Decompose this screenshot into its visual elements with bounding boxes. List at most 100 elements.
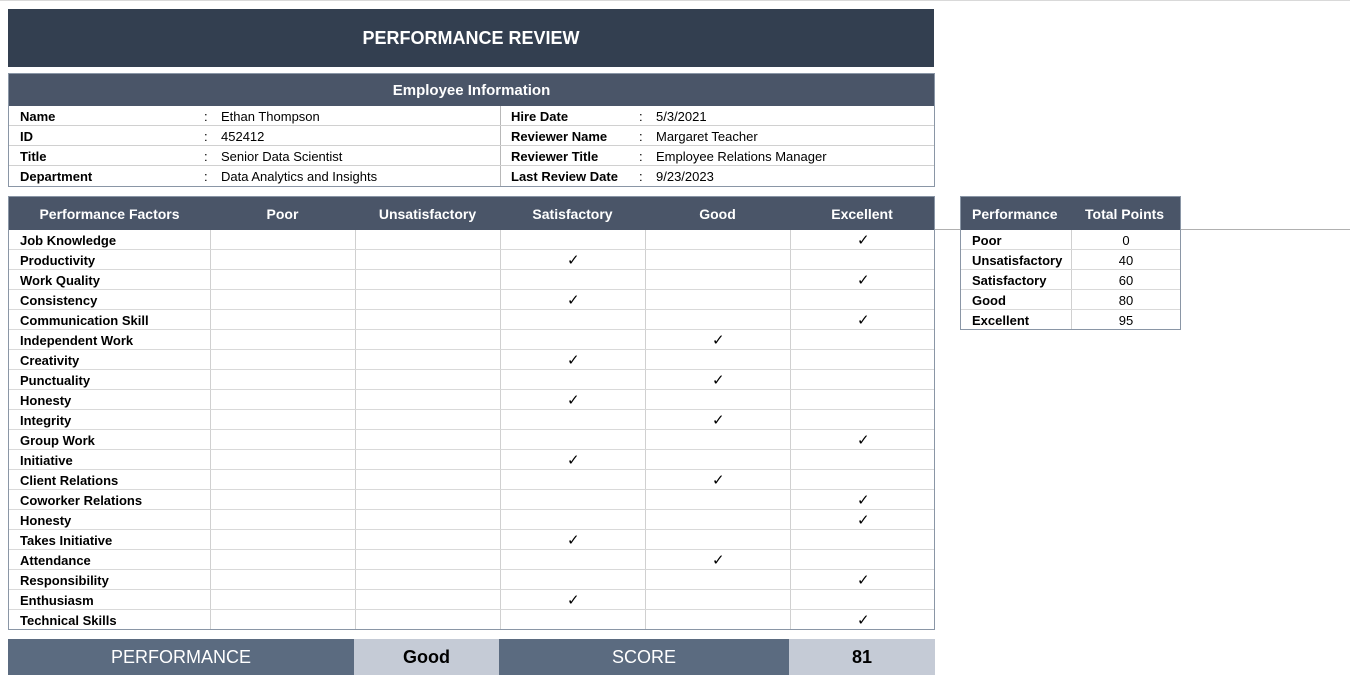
performance-factor-name: Job Knowledge — [20, 233, 117, 248]
performance-factor-name: Creativity — [20, 353, 80, 368]
rating-checkmark-icon[interactable]: ✓ — [567, 391, 580, 409]
column-header-unsatisfactory: Unsatisfactory — [378, 206, 477, 222]
rating-checkmark-icon[interactable]: ✓ — [857, 511, 870, 529]
employee-id-label: ID — [20, 129, 33, 144]
rating-checkmark-icon[interactable]: ✓ — [712, 471, 725, 489]
field-separator: : — [204, 129, 208, 144]
column-header-satisfactory: Satisfactory — [532, 206, 613, 222]
legend-performance-name: Unsatisfactory — [972, 253, 1063, 268]
performance-summary-value: Good — [354, 639, 499, 675]
rating-checkmark-icon[interactable]: ✓ — [857, 491, 870, 509]
rating-checkmark-icon[interactable]: ✓ — [567, 531, 580, 549]
employee-row: ID : 452412 Reviewer Name : Margaret Tea… — [9, 126, 934, 146]
employee-department-label: Department — [20, 169, 93, 184]
field-separator: : — [639, 129, 643, 144]
employee-row: Name : Ethan Thompson Hire Date : 5/3/20… — [9, 106, 934, 126]
reviewer-name-label: Reviewer Name — [511, 129, 608, 144]
rating-checkmark-icon[interactable]: ✓ — [712, 551, 725, 569]
table-row: Independent Work ✓ — [9, 330, 934, 350]
employee-information-section: Employee Information Name : Ethan Thomps… — [8, 73, 935, 187]
legend-column-divider — [1071, 230, 1072, 329]
employee-department-value[interactable]: Data Analytics and Insights — [221, 169, 378, 184]
rating-checkmark-icon[interactable]: ✓ — [857, 231, 870, 249]
rating-checkmark-icon[interactable]: ✓ — [857, 611, 870, 629]
field-separator: : — [204, 109, 208, 124]
rating-checkmark-icon[interactable]: ✓ — [567, 451, 580, 469]
table-row: Communication Skill ✓ — [9, 310, 934, 330]
performance-factor-name: Honesty — [20, 513, 72, 528]
legend-row: Excellent 95 — [961, 310, 1180, 330]
rating-checkmark-icon[interactable]: ✓ — [857, 431, 870, 449]
field-separator: : — [639, 149, 643, 164]
legend-performance-name: Satisfactory — [972, 273, 1047, 288]
employee-name-value[interactable]: Ethan Thompson — [221, 109, 320, 124]
table-row: Creativity ✓ — [9, 350, 934, 370]
table-row: Responsibility ✓ — [9, 570, 934, 590]
performance-factor-name: Communication Skill — [20, 313, 149, 328]
table-row: Group Work ✓ — [9, 430, 934, 450]
employee-title-label: Title — [20, 149, 47, 164]
field-separator: : — [204, 169, 208, 184]
table-row: Takes Initiative ✓ — [9, 530, 934, 550]
column-header-excellent: Excellent — [831, 206, 893, 222]
rating-checkmark-icon[interactable]: ✓ — [567, 591, 580, 609]
performance-factor-name: Integrity — [20, 413, 72, 428]
employee-id-value[interactable]: 452412 — [221, 129, 265, 144]
performance-factor-name: Independent Work — [20, 333, 134, 348]
performance-factor-name: Consistency — [20, 293, 98, 308]
reviewer-title-label: Reviewer Title — [511, 149, 599, 164]
score-value: 81 — [789, 639, 935, 675]
reviewer-name-value[interactable]: Margaret Teacher — [656, 129, 758, 144]
performance-factor-name: Client Relations — [20, 473, 119, 488]
employee-name-label: Name — [20, 109, 56, 124]
hire-date-value[interactable]: 5/3/2021 — [656, 109, 707, 124]
employee-information-grid: Name : Ethan Thompson Hire Date : 5/3/20… — [9, 106, 934, 186]
table-row: Initiative ✓ — [9, 450, 934, 470]
table-row: Productivity ✓ — [9, 250, 934, 270]
table-row: Integrity ✓ — [9, 410, 934, 430]
employee-information-header: Employee Information — [9, 74, 934, 106]
field-separator: : — [204, 149, 208, 164]
column-header-poor: Poor — [266, 206, 299, 222]
table-row: Technical Skills ✓ — [9, 610, 934, 630]
legend-total-points: 0 — [1122, 233, 1130, 248]
score-label: SCORE — [499, 639, 789, 675]
employee-title-value[interactable]: Senior Data Scientist — [221, 149, 343, 164]
performance-factor-name: Punctuality — [20, 373, 91, 388]
last-review-date-value[interactable]: 9/23/2023 — [656, 169, 714, 184]
rating-checkmark-icon[interactable]: ✓ — [567, 291, 580, 309]
legend-row: Unsatisfactory 40 — [961, 250, 1180, 270]
rating-checkmark-icon[interactable]: ✓ — [712, 411, 725, 429]
legend-header-performance: Performance — [972, 206, 1058, 222]
legend-header-total-points: Total Points — [1085, 206, 1165, 222]
performance-factor-name: Initiative — [20, 453, 73, 468]
legend-total-points: 80 — [1118, 293, 1134, 308]
rating-checkmark-icon[interactable]: ✓ — [857, 271, 870, 289]
performance-factor-name: Honesty — [20, 393, 72, 408]
table-row: Consistency ✓ — [9, 290, 934, 310]
reviewer-title-value[interactable]: Employee Relations Manager — [656, 149, 827, 164]
legend-total-points: 40 — [1118, 253, 1134, 268]
legend-total-points: 95 — [1118, 313, 1134, 328]
column-header-performance-factors: Performance Factors — [39, 206, 180, 222]
rating-checkmark-icon[interactable]: ✓ — [857, 571, 870, 589]
legend-row: Good 80 — [961, 290, 1180, 310]
rating-checkmark-icon[interactable]: ✓ — [567, 251, 580, 269]
legend-performance-name: Excellent — [972, 313, 1030, 328]
field-separator: : — [639, 169, 643, 184]
rating-checkmark-icon[interactable]: ✓ — [712, 331, 725, 349]
performance-factor-name: Enthusiasm — [20, 593, 94, 608]
employee-row: Department : Data Analytics and Insights… — [9, 166, 934, 186]
legend-performance-name: Poor — [972, 233, 1002, 248]
performance-summary-label: PERFORMANCE — [8, 639, 354, 675]
table-row: Work Quality ✓ — [9, 270, 934, 290]
legend-header: Performance Total Points — [961, 197, 1180, 230]
rating-checkmark-icon[interactable]: ✓ — [857, 311, 870, 329]
rating-checkmark-icon[interactable]: ✓ — [567, 351, 580, 369]
rating-checkmark-icon[interactable]: ✓ — [712, 371, 725, 389]
performance-factor-name: Takes Initiative — [20, 533, 113, 548]
performance-summary-bar: PERFORMANCE Good SCORE 81 — [8, 639, 935, 675]
table-row: Coworker Relations ✓ — [9, 490, 934, 510]
performance-factor-name: Responsibility — [20, 573, 109, 588]
employee-row: Title : Senior Data Scientist Reviewer T… — [9, 146, 934, 166]
